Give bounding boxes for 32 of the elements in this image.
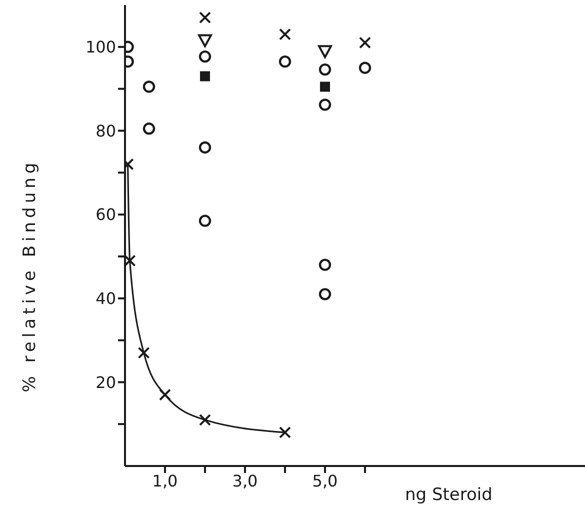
x-tick-label: 1,0 [152,471,178,490]
point [318,258,332,271]
point [318,45,332,58]
x-axis-title: ng Steroid [405,485,492,505]
y-tick-label: 20 [96,372,116,392]
point [199,12,211,24]
x-tick-label: 5,0 [312,471,338,490]
point [198,34,212,48]
point [320,82,330,92]
point [359,36,371,49]
point [138,346,150,359]
point [200,71,210,82]
point [159,388,171,401]
point [318,63,332,76]
y-tick-label: 60 [96,205,116,224]
y-axis-title: % relative Bindung [20,158,40,392]
y-tick-label: 100 [85,38,116,57]
point [358,62,372,74]
point [318,98,332,111]
y-tick-label: 80 [96,121,116,140]
point [318,288,332,300]
point [279,28,291,40]
point [279,426,291,438]
point [278,55,292,68]
y-tick-label: 40 [96,289,116,308]
point [142,122,156,135]
point [142,80,156,93]
point [198,50,212,63]
x-tick-label: 3,0 [232,471,258,490]
point [198,214,212,227]
point [199,414,211,426]
point [198,141,212,154]
